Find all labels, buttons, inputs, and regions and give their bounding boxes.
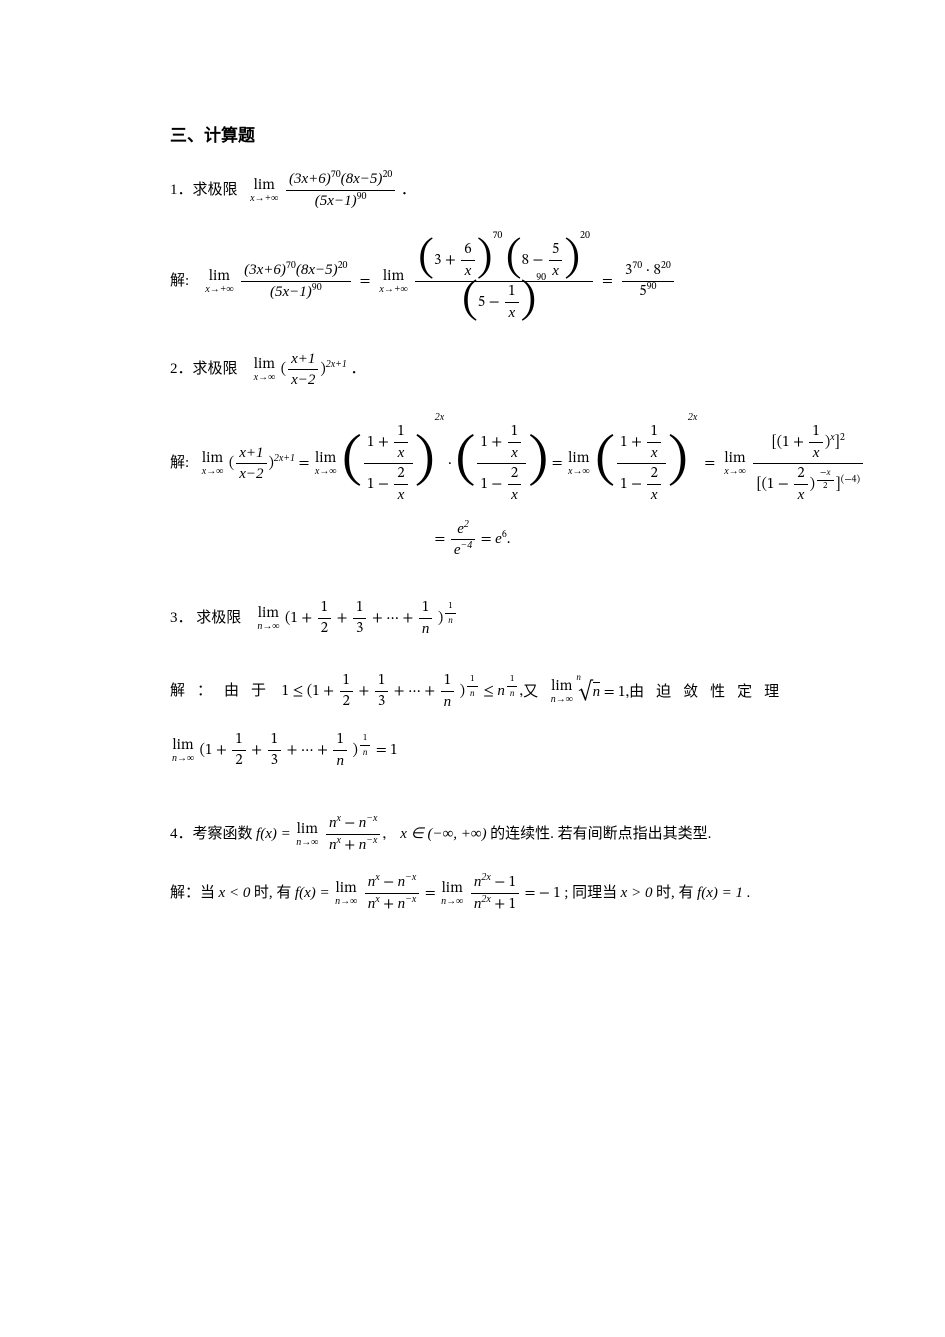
problem-4-solution: 解：当 x < 0 时, 有 f(x) = lim n→∞ nx − n−x n…	[170, 873, 775, 914]
page: 三、计算题 1．求极限 lim x→+∞ (3x+6)70(8x−5)20 (5…	[0, 0, 945, 1006]
section-title: 三、计算题	[170, 120, 775, 152]
problem-2-solution-line1: 解: lim x→∞ ( x+1 x−2 )2x+1 = lim x→∞ ( 1…	[170, 423, 775, 504]
problem-4: 4．考察函数 f(x) = lim n→∞ nx − n−x nx + n−x …	[170, 814, 775, 855]
lim-symbol: lim x→+∞	[250, 178, 278, 204]
problem-2-solution-line2: = e2 e−4 = e6.	[170, 520, 775, 559]
problem-1-solution: 解: lim x→+∞ (3x+6)70(8x−5)20 (5x−1)90 = …	[170, 241, 775, 322]
squeeze-text: 由迫敛性定理	[629, 678, 791, 707]
problem-2-label: 2．求极限	[170, 361, 238, 377]
problem-3-solution-line1: 解：由于 1 ≤ (1 + 12 + 13 + ··· + 1n )1n ≤ n…	[170, 672, 775, 711]
problem-4-label: 4．考察函数	[170, 826, 253, 842]
solution-label: 解:	[170, 273, 189, 289]
period: ．	[401, 182, 416, 198]
problem-3-solution-line2: lim n→∞ (1 + 12 + 13 + ··· + 1n )1n = 1	[170, 731, 775, 770]
problem-1-frac: (3x+6)70(8x−5)20 (5x−1)90	[286, 170, 395, 211]
problem-3-label: 3． 求极限	[170, 610, 241, 626]
problem-2: 2．求极限 lim x→∞ ( x+1 x−2 )2x+1 ．	[170, 350, 775, 389]
problem-1-label: 1．求极限	[170, 182, 238, 198]
problem-3: 3． 求极限 lim n→∞ (1 + 12 + 13 + ··· + 1n )…	[170, 599, 775, 638]
problem-1: 1．求极限 lim x→+∞ (3x+6)70(8x−5)20 (5x−1)90…	[170, 170, 775, 211]
